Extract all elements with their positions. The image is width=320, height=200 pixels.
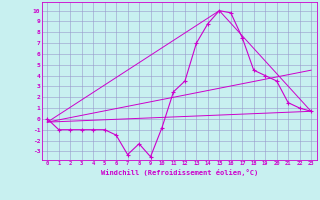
- X-axis label: Windchill (Refroidissement éolien,°C): Windchill (Refroidissement éolien,°C): [100, 169, 258, 176]
